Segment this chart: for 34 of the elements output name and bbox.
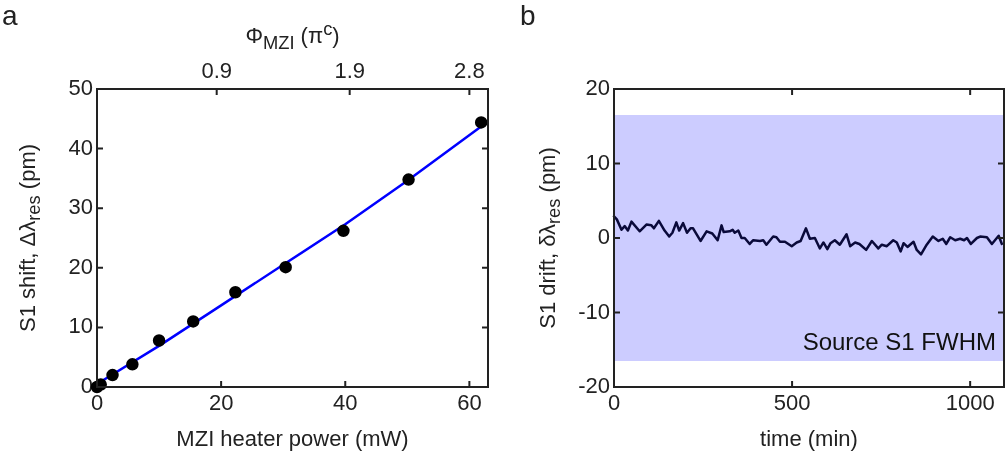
y-tick-label: 20 bbox=[585, 75, 610, 101]
y-tick-label: 0 bbox=[597, 224, 610, 250]
chart-title: a bbox=[2, 0, 18, 31]
x-axis-title: time (min) bbox=[760, 426, 858, 451]
point bbox=[106, 368, 119, 382]
point bbox=[402, 173, 415, 186]
point bbox=[474, 116, 488, 129]
y-tick-label: 50 bbox=[68, 75, 93, 101]
x2-tick-label: 0.9 bbox=[201, 57, 232, 83]
y-tick-label: 30 bbox=[68, 194, 93, 220]
x-tick-label: 500 bbox=[773, 390, 811, 416]
point bbox=[337, 224, 350, 238]
y-tick-label: 40 bbox=[68, 134, 93, 160]
y-tick-label: 0 bbox=[80, 373, 93, 399]
x-tick-label: 40 bbox=[333, 390, 358, 416]
x2-tick-label: 2.8 bbox=[454, 57, 485, 83]
x2-tick-label: 1.9 bbox=[334, 57, 365, 83]
x-tick-label: 60 bbox=[457, 390, 482, 416]
x-tick-label: 20 bbox=[208, 390, 234, 416]
x-axis-title: MZI heater power (mW) bbox=[176, 426, 409, 451]
y-tick-label: -20 bbox=[578, 373, 610, 399]
point bbox=[229, 285, 242, 299]
point bbox=[126, 358, 139, 371]
chart-title: b bbox=[520, 0, 536, 31]
y-tick-label: 10 bbox=[68, 313, 93, 339]
point bbox=[152, 334, 166, 347]
y-tick-label: 10 bbox=[585, 149, 610, 175]
x2-axis-title: Φ$_{MZI}$ (π$^{c}$) bbox=[245, 18, 340, 53]
x-tick-label: 1000 bbox=[945, 390, 995, 416]
y-tick-label: -10 bbox=[578, 298, 610, 324]
point bbox=[186, 315, 200, 328]
y-tick-label: 20 bbox=[68, 253, 93, 279]
band-label: Source S1 FWHM bbox=[802, 327, 996, 355]
point bbox=[279, 260, 292, 274]
